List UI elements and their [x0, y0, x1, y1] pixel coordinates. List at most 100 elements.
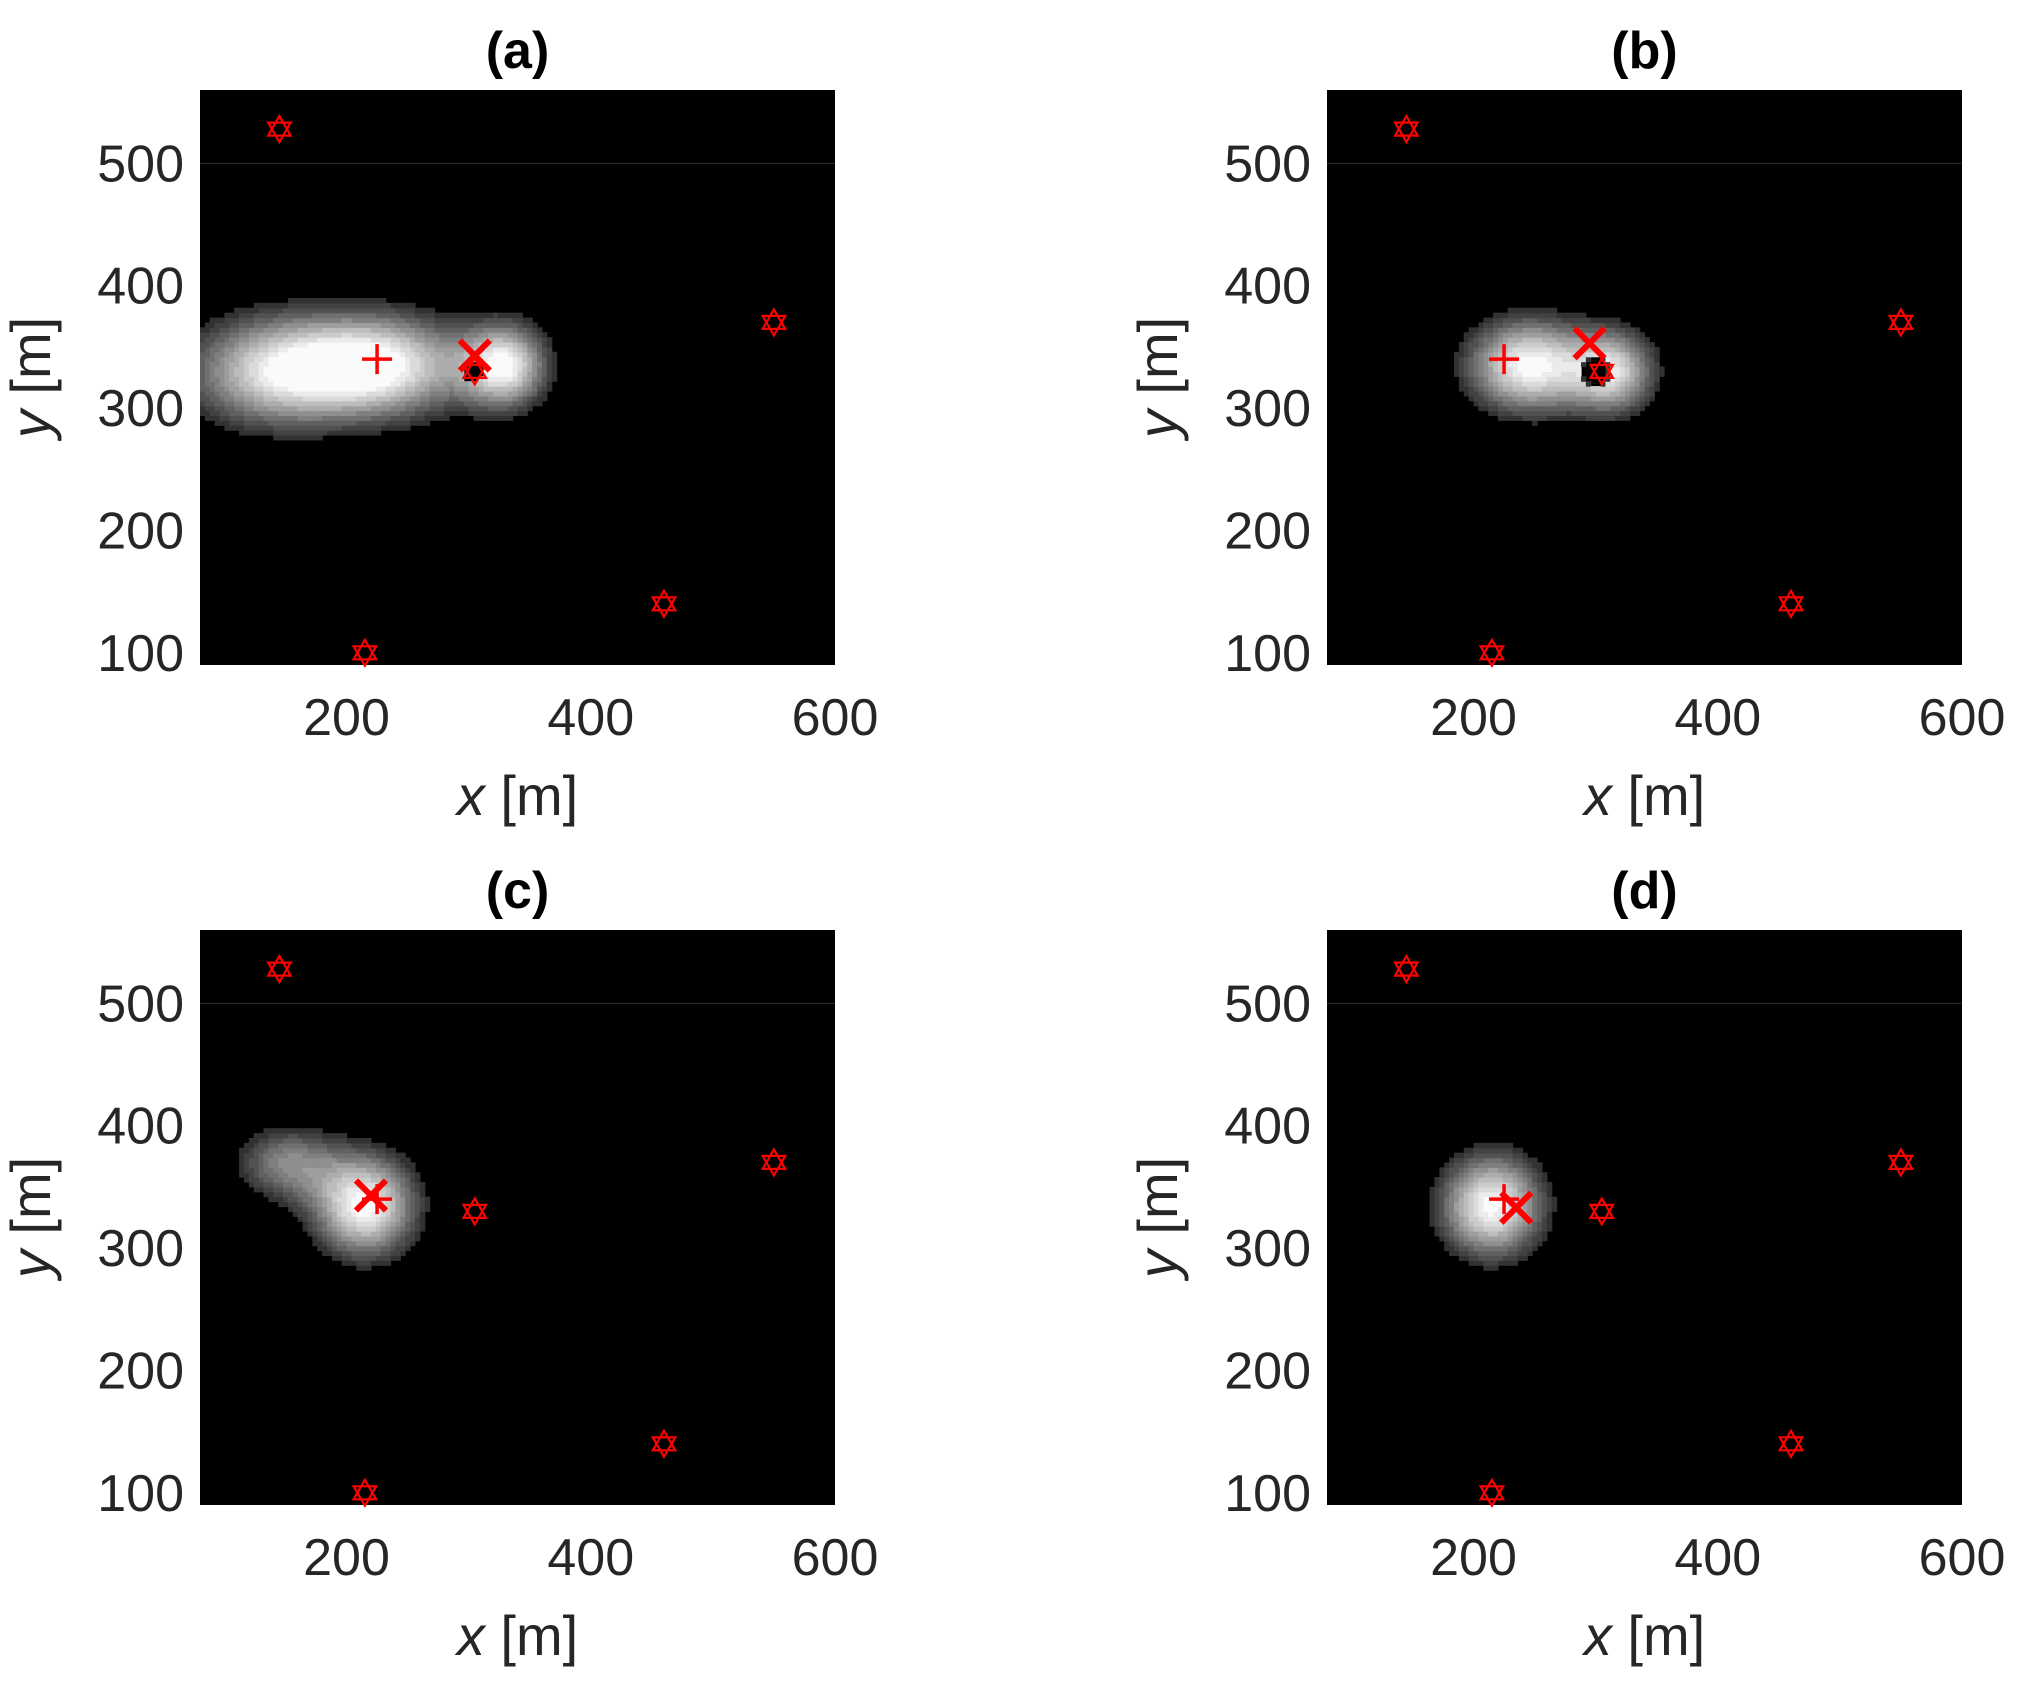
heatmap-cell: [224, 322, 230, 328]
heatmap-cell: [307, 351, 313, 358]
heatmap-cell: [234, 425, 240, 431]
heatmap-cell: [307, 430, 313, 436]
heatmap-cell: [551, 361, 558, 368]
heatmap-cell: [297, 1152, 304, 1159]
heatmap-cell: [1512, 395, 1519, 402]
heatmap-cell: [449, 312, 455, 319]
sensor-marker: [1393, 953, 1420, 985]
heatmap-cell: [278, 317, 284, 324]
heatmap-cell: [1551, 400, 1558, 407]
heatmap-cell: [1600, 342, 1607, 348]
heatmap-cell: [248, 1152, 255, 1159]
heatmap-cell: [351, 361, 357, 368]
heatmap-cell: [341, 361, 348, 368]
heatmap-cell: [1483, 400, 1489, 407]
heatmap-cell: [1483, 332, 1489, 338]
heatmap-cell: [243, 1147, 250, 1154]
heatmap-cell: [1576, 366, 1582, 372]
heatmap-cell: [541, 371, 548, 377]
heatmap-cell: [248, 400, 255, 407]
heatmap-cell: [214, 400, 221, 407]
heatmap-cell: [1561, 366, 1567, 372]
heatmap-cell: [312, 405, 318, 412]
heatmap-cell: [268, 337, 274, 343]
heatmap-cell: [331, 1142, 338, 1149]
heatmap-cell: [263, 420, 269, 426]
heatmap-cell: [1478, 1157, 1484, 1164]
heatmap-cell: [366, 1265, 372, 1271]
heatmap-cell: [351, 410, 357, 417]
heatmap-cell: [1595, 390, 1602, 397]
heatmap-cell: [370, 307, 377, 314]
heatmap-cell: [1576, 356, 1582, 363]
heatmap-cell: [302, 1186, 309, 1193]
heatmap-cell: [1497, 1250, 1504, 1257]
heatmap-cell: [287, 302, 294, 309]
heatmap-cell: [1649, 390, 1655, 397]
heatmap-cell: [1561, 342, 1567, 348]
heatmap-cell: [1644, 371, 1650, 377]
heatmap-cell: [1522, 390, 1528, 397]
heatmap-cell: [1478, 381, 1484, 387]
heatmap-cell: [1434, 1226, 1440, 1232]
heatmap-cell: [1527, 395, 1533, 402]
heatmap-cell: [258, 317, 265, 324]
heatmap-cell: [1551, 327, 1558, 333]
heatmap-cell: [1483, 342, 1489, 348]
heatmap-cell: [1463, 337, 1470, 343]
heatmap-cell: [229, 337, 235, 343]
heatmap-cell: [361, 1240, 367, 1247]
heatmap-cell: [1546, 346, 1553, 353]
heatmap-cell: [405, 1162, 411, 1168]
heatmap-cell: [1454, 351, 1460, 358]
heatmap-field: [1429, 1142, 1558, 1271]
heatmap-cell: [1497, 361, 1504, 368]
heatmap-cell: [273, 1152, 279, 1159]
heatmap-cell: [1454, 1172, 1460, 1178]
heatmap-cell: [395, 405, 401, 412]
heatmap-cell: [380, 297, 387, 304]
heatmap-cell: [1483, 1167, 1489, 1173]
heatmap-cell: [1590, 410, 1597, 417]
heatmap-cell: [278, 425, 284, 431]
heatmap-cell: [297, 312, 304, 319]
heatmap-cell: [322, 361, 328, 368]
heatmap-cell: [370, 317, 377, 324]
heatmap-cell: [292, 435, 299, 441]
heatmap-cell: [356, 1152, 362, 1159]
heatmap-cell: [336, 1245, 343, 1252]
heatmap-cell: [370, 1182, 377, 1188]
heatmap-cell: [395, 1201, 401, 1208]
heatmap-cell: [419, 376, 426, 382]
heatmap-cell: [1493, 395, 1499, 402]
heatmap-cell: [1571, 351, 1577, 358]
heatmap-cell: [1473, 1186, 1480, 1193]
heatmap-cell: [395, 1186, 401, 1193]
heatmap-cell: [1571, 356, 1577, 363]
heatmap-cell: [414, 405, 421, 412]
heatmap-cell: [1561, 395, 1567, 402]
heatmap-cell: [1458, 346, 1465, 353]
heatmap-cell: [273, 1172, 279, 1178]
heatmap-cell: [370, 302, 377, 309]
heatmap-cell: [370, 1167, 377, 1173]
heatmap-cell: [258, 1152, 265, 1159]
heatmap-cell: [292, 376, 299, 382]
heatmap-cell: [283, 332, 289, 338]
heatmap-cell: [370, 410, 377, 417]
heatmap-cell: [366, 381, 372, 387]
heatmap-cell: [1488, 1235, 1494, 1242]
heatmap-cell: [297, 1186, 304, 1193]
heatmap-cell: [1551, 356, 1558, 363]
heatmap-cell: [468, 332, 475, 338]
heatmap-cell: [258, 322, 265, 328]
heatmap-cell: [1624, 400, 1631, 407]
heatmap-cell: [263, 395, 269, 402]
heatmap-cell: [517, 386, 523, 392]
heatmap-cell: [312, 1230, 318, 1237]
heatmap-cell: [429, 415, 436, 421]
heatmap-cell: [507, 337, 514, 343]
heatmap-cell: [1502, 376, 1509, 382]
heatmap-cell: [287, 332, 294, 338]
heatmap-cell: [253, 1162, 260, 1168]
